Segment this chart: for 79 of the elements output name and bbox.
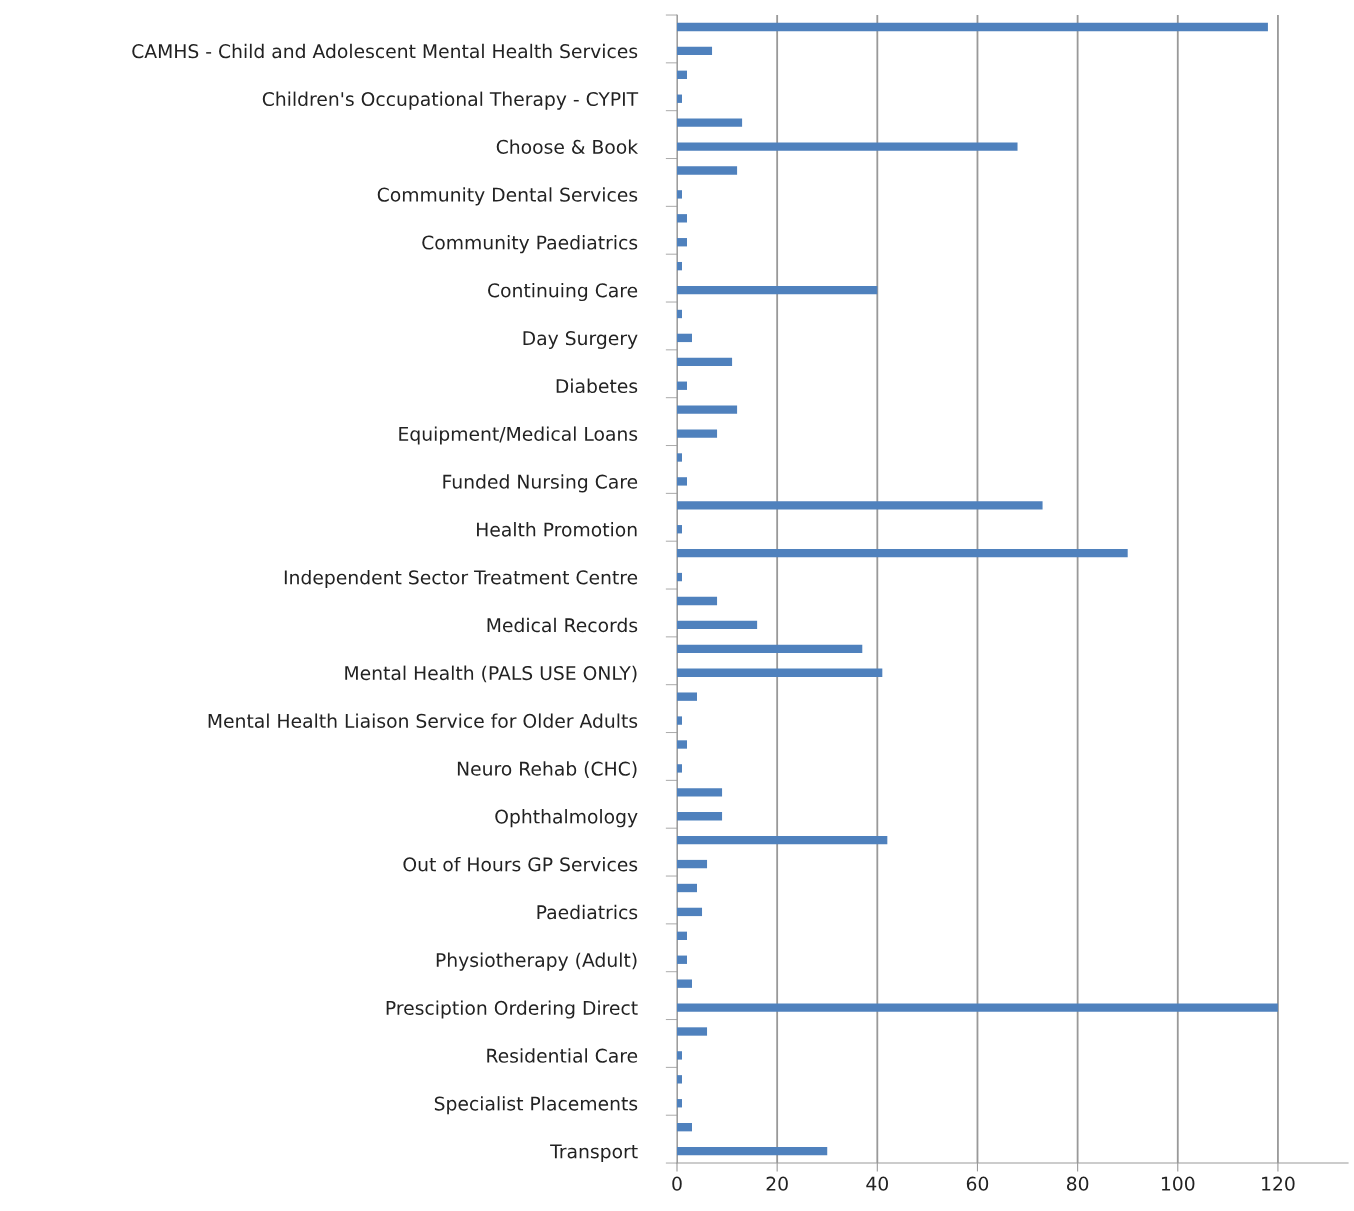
bar [677,692,698,701]
bar [677,453,683,462]
y-tick-label: Mental Health Liaison Service for Older Adults [208,713,638,728]
y-tick-label: Equipment/Medical Loans [399,426,638,445]
bar [677,835,888,845]
bar [677,357,733,366]
bar [677,644,863,654]
y-tick-label: Day Surgery [523,331,638,349]
bar [677,238,688,247]
y-tick-label: Out of Hours GP Services [403,856,638,872]
bar [677,1027,708,1036]
bar [677,668,883,677]
y-tick-label: Choose & Book [496,139,639,154]
y-tick-label: Medical Records [487,617,638,633]
bar [677,620,758,630]
y-tick-label: Health Promotion [477,522,637,537]
bar [677,22,1268,32]
x-tick-label: 100 [1161,1176,1195,1191]
y-tick-label: Community Dental Services [377,187,638,206]
bar [677,309,683,319]
y-tick-label: Paediatrics [537,904,638,920]
bar [677,1099,683,1108]
y-tick-label: Presciption Ordering Direct [386,1000,638,1019]
bar [677,764,683,773]
y-tick-label: Physiotherapy (Adult) [436,952,637,971]
x-tick-label: 40 [866,1176,888,1191]
bar [677,94,683,103]
y-tick-label: Continuing Care [488,282,638,302]
bar [677,118,743,127]
bar [677,812,723,821]
x-tick-label: 120 [1262,1176,1295,1191]
bar [677,1146,828,1156]
bar [677,333,693,343]
bar [677,1075,683,1084]
y-tick-label: Specialist Placements [434,1096,638,1115]
bar [677,1051,683,1060]
bar [677,381,688,390]
bar [677,572,683,582]
y-tick-label: Funded Nursing Care [443,474,638,493]
bar [677,190,683,199]
bar [677,859,708,869]
bar [677,429,718,438]
bar [677,46,713,56]
bar [677,931,688,941]
bar [677,166,738,175]
bar [677,883,698,893]
bar [677,214,688,223]
y-tick-label: Ophthalmology [495,809,638,828]
bar [677,716,683,725]
y-tick-label: Mental Health (PALS USE ONLY) [345,665,637,683]
bar [677,70,688,79]
y-tick-label: Independent Sector Treatment Centre [284,569,638,589]
bar [677,525,683,534]
bar [677,1122,693,1132]
bar [677,261,683,271]
y-tick-label: Community Paediatrics [422,235,638,254]
bar [677,788,723,797]
bar [677,501,1043,510]
bar [677,1003,1278,1012]
bar [677,740,688,749]
bar [677,142,1018,151]
bar [677,405,738,414]
y-tick-label: Diabetes [556,378,638,394]
bar [677,907,703,917]
bar [677,955,688,964]
bar [677,979,693,988]
bar [677,596,718,606]
y-tick-label: Transport [550,1144,638,1163]
bar [677,285,878,295]
x-tick-label: 60 [966,1176,989,1191]
x-tick-label: 80 [1066,1176,1089,1191]
bar [677,548,1128,558]
y-tick-label: CAMHS - Child and Adolescent Mental Health Services [132,43,638,59]
bar [677,477,688,486]
x-tick-label: 20 [766,1176,788,1191]
y-tick-label: Children's Occupational Therapy - CYPIT [262,91,639,110]
y-tick-label: Residential Care [487,1048,638,1063]
y-tick-label: Neuro Rehab (CHC) [457,761,637,779]
x-tick-label: 0 [672,1176,682,1191]
